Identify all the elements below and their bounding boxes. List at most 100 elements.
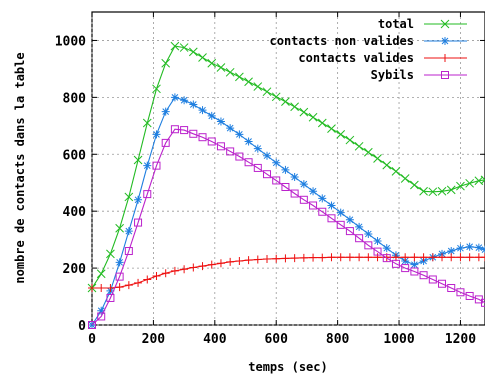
data-point xyxy=(216,142,225,151)
data-point xyxy=(438,253,447,262)
data-point xyxy=(263,254,272,263)
data-point xyxy=(281,165,290,174)
data-point xyxy=(290,189,299,198)
legend-label: contacts non valides xyxy=(270,34,415,48)
data-point xyxy=(179,43,189,52)
data-point xyxy=(170,125,179,134)
legend-marker xyxy=(440,19,450,29)
data-point xyxy=(382,160,392,170)
x-tick-label: 0 xyxy=(88,332,96,347)
data-point xyxy=(419,271,428,280)
data-point xyxy=(170,266,179,275)
y-tick-label: 0 xyxy=(78,319,86,334)
data-point xyxy=(480,175,485,185)
data-point xyxy=(180,126,189,135)
data-point xyxy=(124,281,133,290)
x-tick-label: 400 xyxy=(203,332,227,347)
data-point xyxy=(309,253,318,262)
data-point xyxy=(309,201,318,210)
data-point xyxy=(134,218,143,227)
data-point xyxy=(152,84,161,94)
data-point xyxy=(481,253,485,262)
data-point xyxy=(391,259,400,268)
data-point xyxy=(235,130,244,139)
data-point xyxy=(345,135,355,145)
y-tick-label: 1000 xyxy=(55,34,86,49)
data-point xyxy=(133,155,143,165)
data-point xyxy=(318,253,327,262)
data-point xyxy=(161,58,171,68)
data-point xyxy=(115,272,124,281)
data-point xyxy=(216,117,225,126)
data-point xyxy=(373,247,382,256)
data-point xyxy=(410,253,419,262)
x-tick-label: 600 xyxy=(264,332,288,347)
data-point xyxy=(317,118,327,128)
data-point xyxy=(152,272,161,281)
data-point xyxy=(318,194,327,203)
series-line xyxy=(92,256,485,289)
data-point xyxy=(299,253,308,262)
data-point xyxy=(355,222,364,231)
data-point xyxy=(226,257,235,266)
data-point xyxy=(188,47,198,57)
data-point xyxy=(299,107,309,117)
data-point xyxy=(281,254,290,263)
data-point xyxy=(198,106,207,115)
data-point xyxy=(419,253,428,262)
data-point xyxy=(143,275,152,284)
data-point xyxy=(180,265,189,274)
data-point xyxy=(299,180,308,189)
data-point xyxy=(428,275,437,284)
data-point xyxy=(216,259,225,268)
data-point xyxy=(327,253,336,262)
series-1 xyxy=(88,93,485,329)
data-point xyxy=(308,112,318,122)
data-point xyxy=(419,186,428,196)
data-point xyxy=(364,229,373,238)
data-point xyxy=(373,237,382,246)
legend-marker xyxy=(441,37,449,45)
legend-label: total xyxy=(378,17,414,31)
data-point xyxy=(456,244,465,253)
data-point xyxy=(345,227,354,236)
data-point xyxy=(272,158,281,167)
data-point xyxy=(207,260,216,269)
x-tick-label: 800 xyxy=(326,332,350,347)
series-0 xyxy=(87,41,485,293)
data-point xyxy=(207,137,216,146)
series-group xyxy=(87,41,485,329)
data-point xyxy=(481,298,485,307)
data-point xyxy=(253,255,262,264)
data-point xyxy=(106,249,115,259)
data-point xyxy=(244,256,253,265)
data-point xyxy=(465,242,474,251)
data-point xyxy=(345,253,354,262)
data-point xyxy=(327,124,336,134)
data-point xyxy=(327,201,336,210)
data-point xyxy=(225,67,235,77)
data-point xyxy=(134,278,143,287)
data-point xyxy=(235,152,244,161)
data-point xyxy=(363,147,373,157)
data-point xyxy=(345,215,354,224)
data-point xyxy=(189,263,198,272)
y-tick-label: 200 xyxy=(63,262,87,277)
y-tick-label: 800 xyxy=(63,91,87,106)
data-point xyxy=(401,264,410,273)
data-point xyxy=(263,151,272,160)
data-point xyxy=(124,192,134,202)
data-point xyxy=(152,161,161,170)
y-tick-label: 400 xyxy=(63,205,87,220)
data-point xyxy=(226,124,235,133)
data-point xyxy=(355,234,364,243)
data-point xyxy=(198,53,207,62)
x-tick-label: 1000 xyxy=(383,332,414,347)
data-point xyxy=(124,247,133,256)
data-point xyxy=(253,163,262,172)
data-point xyxy=(142,118,152,128)
data-point xyxy=(336,253,345,262)
data-point xyxy=(309,187,318,196)
data-point xyxy=(161,107,170,116)
data-point xyxy=(456,288,465,297)
